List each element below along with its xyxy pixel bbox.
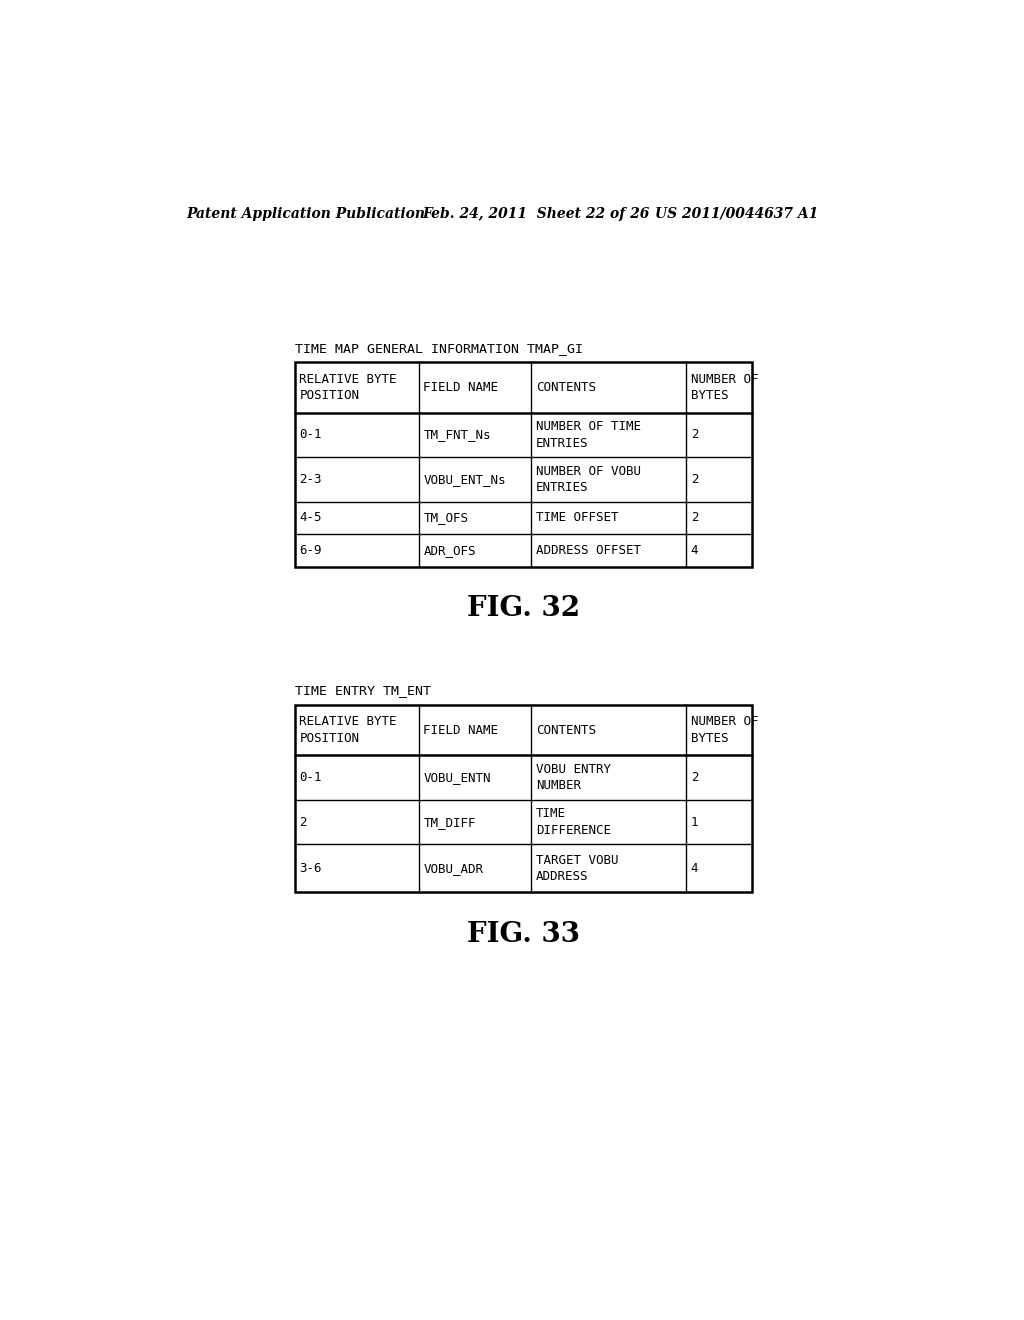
Bar [295, 705, 752, 892]
Text: US 2011/0044637 A1: US 2011/0044637 A1 [655, 207, 818, 220]
Text: FIELD NAME: FIELD NAME [423, 723, 499, 737]
Text: FIG. 33: FIG. 33 [467, 921, 580, 948]
Text: VOBU_ENT_Ns: VOBU_ENT_Ns [423, 473, 506, 486]
Text: VOBU_ADR: VOBU_ADR [423, 862, 483, 875]
Text: 2: 2 [690, 771, 698, 784]
Text: NUMBER OF
BYTES: NUMBER OF BYTES [690, 372, 758, 403]
Bar [295, 363, 752, 566]
Text: 2: 2 [690, 473, 698, 486]
Text: 0-1: 0-1 [299, 428, 322, 441]
Text: 1: 1 [690, 816, 698, 829]
Text: 3-6: 3-6 [299, 862, 322, 875]
Text: 4-5: 4-5 [299, 511, 322, 524]
Text: NUMBER OF VOBU
ENTRIES: NUMBER OF VOBU ENTRIES [536, 465, 641, 494]
Text: TIME MAP GENERAL INFORMATION TMAP_GI: TIME MAP GENERAL INFORMATION TMAP_GI [295, 342, 583, 355]
Text: NUMBER OF
BYTES: NUMBER OF BYTES [690, 715, 758, 744]
Text: NUMBER OF TIME
ENTRIES: NUMBER OF TIME ENTRIES [536, 420, 641, 450]
Text: RELATIVE BYTE
POSITION: RELATIVE BYTE POSITION [299, 372, 396, 403]
Text: Feb. 24, 2011  Sheet 22 of 26: Feb. 24, 2011 Sheet 22 of 26 [423, 207, 650, 220]
Text: VOBU ENTRY
NUMBER: VOBU ENTRY NUMBER [536, 763, 610, 792]
Text: ADDRESS OFFSET: ADDRESS OFFSET [536, 544, 641, 557]
Text: 2: 2 [299, 816, 307, 829]
Text: FIELD NAME: FIELD NAME [423, 381, 499, 393]
Text: RELATIVE BYTE
POSITION: RELATIVE BYTE POSITION [299, 715, 396, 744]
Text: TIME
DIFFERENCE: TIME DIFFERENCE [536, 808, 610, 837]
Text: 2: 2 [690, 511, 698, 524]
Text: 2: 2 [690, 428, 698, 441]
Text: TIME ENTRY TM_ENT: TIME ENTRY TM_ENT [295, 684, 431, 697]
Text: 2-3: 2-3 [299, 473, 322, 486]
Text: TARGET VOBU
ADDRESS: TARGET VOBU ADDRESS [536, 854, 618, 883]
Text: TM_OFS: TM_OFS [423, 511, 468, 524]
Text: 0-1: 0-1 [299, 771, 322, 784]
Text: TIME OFFSET: TIME OFFSET [536, 511, 618, 524]
Text: TM_DIFF: TM_DIFF [423, 816, 476, 829]
Text: TM_FNT_Ns: TM_FNT_Ns [423, 428, 490, 441]
Text: ADR_OFS: ADR_OFS [423, 544, 476, 557]
Text: 4: 4 [690, 862, 698, 875]
Text: FIG. 32: FIG. 32 [467, 595, 580, 622]
Text: 6-9: 6-9 [299, 544, 322, 557]
Text: Patent Application Publication: Patent Application Publication [186, 207, 425, 220]
Text: CONTENTS: CONTENTS [536, 723, 596, 737]
Text: 4: 4 [690, 544, 698, 557]
Text: CONTENTS: CONTENTS [536, 381, 596, 393]
Text: VOBU_ENTN: VOBU_ENTN [423, 771, 490, 784]
